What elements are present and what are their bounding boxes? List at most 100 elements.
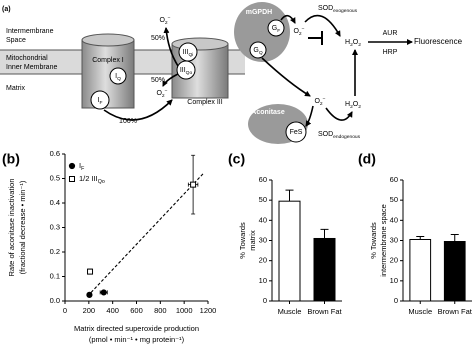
superoxide: O2− (156, 89, 167, 99)
y-tick-label: 0.6 (50, 149, 60, 158)
y-axis-label: intermembrane space (379, 204, 388, 277)
text-part: SOD (318, 5, 333, 12)
text-part: O (156, 90, 162, 97)
point (86, 291, 93, 298)
y-tick-label: 40 (259, 215, 267, 224)
complex-label: Complex I (92, 57, 124, 64)
error-bar (285, 189, 294, 202)
region-label: Intermembrane (6, 28, 54, 35)
point (87, 268, 94, 275)
panel-label: (b) (2, 151, 20, 167)
bar (409, 238, 432, 302)
text-part: O (314, 98, 320, 105)
site (90, 90, 110, 110)
site-label: IIIQi (183, 49, 194, 58)
bar (443, 241, 466, 302)
legend-marker (69, 176, 75, 182)
h2o2: H2O2 (345, 101, 361, 110)
y-tick-label: 0.2 (50, 247, 60, 256)
y-tick-label: 0.1 (50, 271, 60, 280)
y-axis-label: % Towards (238, 222, 247, 259)
region-label: Inner Membrane (6, 64, 57, 71)
y-tick-label: 30 (259, 235, 267, 244)
superoxide: O2− (159, 16, 170, 26)
diagram: (a) Intermembrane Space Mitochondrial In… (0, 2, 463, 144)
text-part: F (81, 166, 84, 172)
arrow (280, 14, 296, 24)
point (190, 181, 197, 188)
percent-label: 50% (151, 35, 165, 42)
y-tick-label: 0 (263, 296, 267, 305)
arrow (261, 57, 311, 97)
text-part: 2 (350, 42, 353, 48)
enzyme-label: Aconitase (251, 109, 285, 116)
site (176, 60, 196, 80)
percent-label: 50% (151, 77, 165, 84)
arrow (103, 99, 173, 121)
text-part: Qo (186, 70, 193, 76)
y-axis-label: matrix (248, 230, 257, 251)
region-label: Matrix (6, 85, 26, 92)
arrow (304, 14, 341, 37)
text-part: III (183, 49, 189, 56)
text-part: I (115, 73, 117, 80)
site-label: FeS (290, 129, 303, 136)
text-part: Qi (188, 52, 193, 58)
y-tick-label: 50 (259, 195, 267, 204)
text-part: 2 (165, 20, 168, 26)
charts: (b) 0.0 0.1 0.2 0.3 0.4 0.5 0.6 Rate of aconitas… (2, 149, 473, 344)
text-part: exogenous (333, 9, 357, 14)
text-part: H (345, 101, 350, 108)
y-tick-label: 40 (390, 215, 398, 224)
text-part: − (165, 89, 168, 94)
site (109, 67, 127, 85)
y-tick-label: 0.4 (50, 198, 60, 207)
x-tick-label: Brown Fat (438, 307, 473, 316)
bar (278, 200, 301, 302)
site-label: IF (98, 97, 103, 106)
text-part: SOD (318, 131, 333, 138)
region-label: Space (6, 37, 26, 44)
y-tick-label: 0 (394, 296, 398, 305)
x-axis-label: Matrix directed superoxide production (74, 324, 199, 333)
text-part: O (353, 101, 359, 108)
x-tick-label: 800 (154, 306, 167, 315)
y-tick-label: 60 (259, 175, 267, 184)
site-label: GQ (253, 47, 262, 56)
text-part: H (345, 39, 350, 46)
x-tick-label: Brown Fat (307, 307, 342, 316)
enzyme-label: mGPDH (246, 9, 272, 16)
y-tick-label: 30 (390, 235, 398, 244)
site (267, 19, 285, 37)
site-label: IIIQo (180, 67, 193, 76)
y-tick-label: 50 (390, 195, 398, 204)
text-part: 1/2 III (79, 174, 98, 183)
text-part: G (272, 25, 277, 32)
sod-label: SODendogenous (318, 131, 361, 140)
readout-label: Fluorescence (414, 37, 463, 46)
text-part: Qo (98, 179, 105, 185)
x-tick-label: 0 (63, 306, 67, 315)
point (100, 289, 107, 296)
y-axis-label: % Towards (369, 222, 378, 259)
text-part: I (79, 161, 81, 170)
error-bar (320, 228, 329, 239)
text-part: Q (117, 76, 121, 82)
bar (313, 237, 336, 302)
percent-label: 100% (119, 118, 137, 125)
arrow (305, 105, 314, 127)
text-part: − (168, 16, 171, 21)
x-tick-label: 400 (106, 306, 119, 315)
inhibition (308, 31, 323, 45)
text-part: 2 (162, 93, 165, 99)
x-tick-label: 200 (83, 306, 96, 315)
panel-label: (a) (2, 6, 11, 13)
text-part: endogenous (333, 134, 360, 140)
x-tick-label: 1000 (176, 306, 193, 315)
x-tick-label: 1200 (200, 306, 217, 315)
arrow (162, 73, 179, 87)
arrow (163, 27, 179, 67)
legend-label: 1/2 IIIQo (79, 174, 105, 185)
